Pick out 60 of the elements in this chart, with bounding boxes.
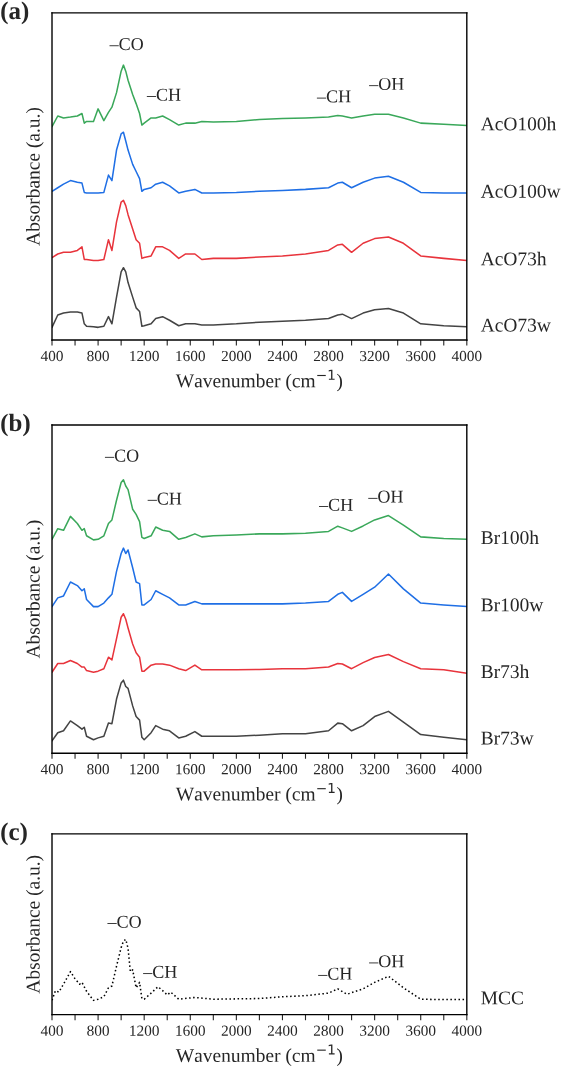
annotation: –CH: [146, 88, 181, 101]
series-label: Br100w: [481, 598, 544, 612]
x-axis-title: Wavenumber (cm$^{−1}$): [175, 783, 343, 805]
x-tick-label: 800: [87, 1025, 109, 1036]
x-tick-label: 2000: [221, 764, 252, 775]
x-tick-label: 3200: [360, 1025, 390, 1036]
x-tick-label: 2800: [313, 1025, 344, 1036]
x-tick-label: 4000: [451, 350, 482, 362]
series-label: Br100h: [481, 530, 539, 545]
annotation: –OH: [369, 77, 404, 91]
x-tick-label: 1200: [130, 350, 159, 362]
series-label: AcO73h: [480, 251, 547, 266]
series-label: AcO100h: [480, 116, 557, 131]
text: –CO: [109, 38, 143, 51]
x-tick-label: 400: [40, 1025, 63, 1036]
series-label: MCC: [481, 991, 523, 1005]
annotation: –CH: [143, 965, 177, 978]
x-tick-label: 1600: [176, 350, 205, 362]
x-tick-label: 400: [40, 764, 63, 775]
x-tick-label: 2000: [221, 350, 252, 362]
x-tick-label: 3600: [406, 1025, 436, 1036]
series-label: Br73h: [481, 664, 530, 679]
x-tick-label: 800: [87, 764, 109, 775]
x-tick-label: 3600: [406, 764, 436, 775]
annotation: –CH: [318, 498, 353, 511]
x-tick-label: 2000: [221, 1025, 252, 1036]
x-tick-label: 2400: [267, 350, 298, 362]
x-tick-label: 1200: [130, 1025, 159, 1036]
series-label: AcO73w: [480, 318, 551, 332]
annotation: –CH: [147, 492, 182, 505]
annotation: –OH: [369, 955, 404, 968]
x-axis-title: Wavenumber (cm$^{−1}$): [175, 369, 343, 392]
x-tick-label: 3200: [360, 350, 390, 362]
chart-title: (c): [1, 822, 27, 846]
x-tick-label: 2400: [267, 764, 298, 775]
x-axis-title: Wavenumber (cm$^{−1}$): [175, 1044, 343, 1066]
annotation: –CH: [316, 90, 351, 103]
x-tick-label: 4000: [451, 1025, 482, 1036]
y-axis-title: Absorbance (a.u.): [26, 107, 44, 246]
x-tick-label: 400: [40, 350, 63, 362]
x-tick-label: 3600: [406, 350, 436, 362]
x-tick-label: 3200: [360, 764, 390, 775]
text: –CO: [107, 915, 141, 928]
annotation: –CH: [318, 967, 352, 980]
annotation: –OH: [368, 490, 403, 503]
x-tick-label: 2800: [313, 764, 344, 775]
y-axis-title: Absorbance (a.u.): [26, 855, 44, 994]
chart-title: (a): [1, 1, 29, 25]
x-tick-label: 4000: [451, 764, 482, 775]
x-tick-label: 2800: [313, 350, 344, 362]
x-tick-label: 1200: [130, 764, 159, 775]
series-label: Br73w: [481, 731, 534, 745]
x-tick-label: 2400: [267, 1025, 298, 1036]
x-tick-label: 1600: [176, 764, 205, 775]
x-tick-label: 1600: [176, 1025, 205, 1036]
y-axis-title: Absorbance (a.u.): [26, 520, 44, 659]
chart-title: (b): [1, 413, 30, 437]
x-tick-label: 800: [87, 350, 109, 362]
text: –CO: [104, 449, 139, 462]
series-label: AcO100w: [480, 184, 561, 198]
